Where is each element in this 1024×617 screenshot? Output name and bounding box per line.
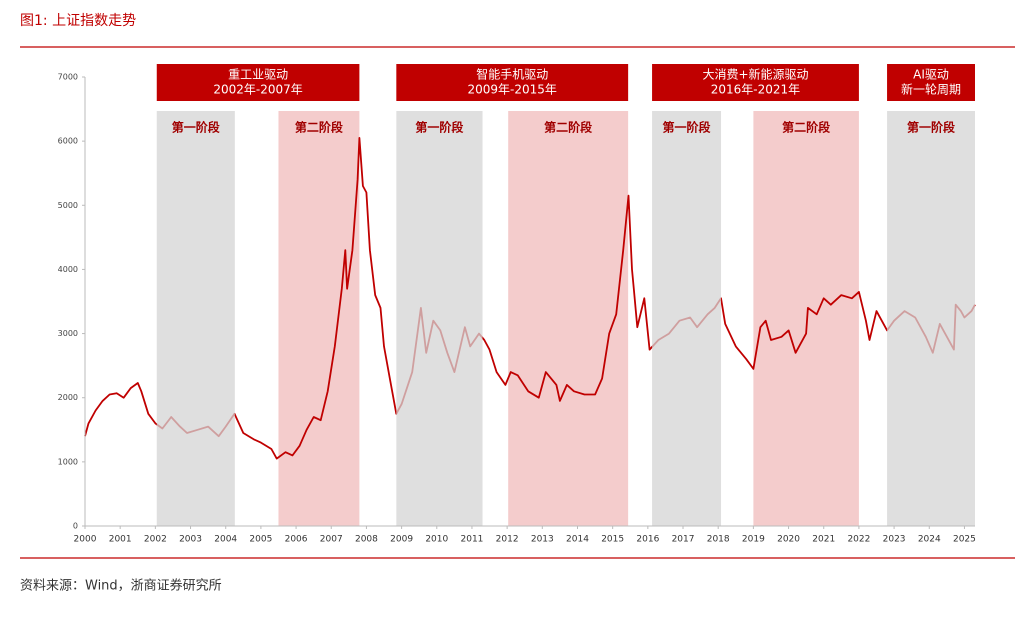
driver-label: 2016年-2021年 bbox=[711, 83, 800, 97]
x-tick-label: 2023 bbox=[883, 535, 906, 545]
x-tick-label: 2008 bbox=[355, 535, 378, 545]
phase-band bbox=[156, 111, 235, 526]
index-line bbox=[84, 137, 976, 460]
y-tick-label: 2000 bbox=[58, 393, 78, 402]
chart-title: 图1: 上证指数走势 bbox=[20, 13, 136, 29]
x-tick-label: 2007 bbox=[320, 535, 343, 545]
x-tick-label: 2016 bbox=[636, 535, 659, 545]
driver-label: 2009年-2015年 bbox=[468, 83, 557, 97]
y-tick-label: 0 bbox=[73, 522, 78, 531]
driver-label: 重工业驱动 bbox=[228, 68, 288, 82]
phase-band bbox=[508, 111, 629, 526]
phase-band bbox=[887, 111, 975, 526]
phase-label: 第一阶段 bbox=[415, 120, 464, 135]
source-note: 资料来源：Wind，浙商证券研究所 bbox=[20, 578, 222, 594]
x-tick-label: 2011 bbox=[461, 535, 484, 545]
phase-label: 第一阶段 bbox=[663, 120, 712, 135]
phase-band bbox=[396, 111, 483, 526]
driver-label: 大消费+新能源驱动 bbox=[702, 67, 808, 82]
x-tick-label: 2002 bbox=[144, 535, 167, 545]
x-tick-label: 2012 bbox=[496, 535, 519, 545]
driver-box bbox=[652, 64, 859, 101]
x-tick-label: 2005 bbox=[249, 535, 272, 545]
driver-box bbox=[396, 64, 629, 101]
phase-band bbox=[278, 111, 360, 526]
driver-box bbox=[887, 64, 975, 101]
x-tick-label: 2024 bbox=[918, 535, 941, 545]
y-tick-label: 7000 bbox=[58, 73, 78, 82]
y-tick-label: 3000 bbox=[58, 329, 78, 338]
phase-label: 第二阶段 bbox=[544, 120, 593, 135]
phase-label: 第二阶段 bbox=[295, 120, 344, 135]
x-tick-label: 2017 bbox=[672, 535, 695, 545]
y-tick-label: 6000 bbox=[58, 137, 78, 146]
x-tick-label: 2022 bbox=[847, 535, 870, 545]
y-tick-label: 5000 bbox=[58, 201, 78, 210]
x-tick-label: 2020 bbox=[777, 535, 800, 545]
driver-box bbox=[156, 64, 360, 101]
x-tick-label: 2019 bbox=[742, 535, 765, 545]
x-tick-label: 2010 bbox=[425, 535, 448, 545]
x-tick-label: 2013 bbox=[531, 535, 554, 545]
x-tick-label: 2015 bbox=[601, 535, 624, 545]
y-tick-label: 4000 bbox=[58, 265, 78, 274]
x-tick-label: 2004 bbox=[214, 535, 237, 545]
x-tick-label: 2006 bbox=[285, 535, 308, 545]
x-tick-label: 2003 bbox=[179, 535, 202, 545]
driver-label: 新一轮周期 bbox=[901, 82, 961, 97]
x-tick-label: 2018 bbox=[707, 535, 730, 545]
x-tick-label: 2021 bbox=[812, 535, 835, 545]
phase-band bbox=[652, 111, 722, 526]
phase-label: 第一阶段 bbox=[172, 120, 221, 135]
y-tick-label: 1000 bbox=[58, 457, 78, 466]
driver-label: 2002年-2007年 bbox=[213, 83, 302, 97]
x-tick-label: 2000 bbox=[74, 535, 97, 545]
x-tick-label: 2025 bbox=[953, 535, 976, 545]
x-tick-label: 2009 bbox=[390, 535, 413, 545]
x-tick-label: 2014 bbox=[566, 535, 589, 545]
driver-label: AI驱动 bbox=[913, 68, 949, 82]
x-tick-label: 2001 bbox=[109, 535, 132, 545]
driver-label: 智能手机驱动 bbox=[476, 67, 548, 82]
phase-label: 第二阶段 bbox=[782, 120, 831, 135]
phase-band bbox=[753, 111, 859, 526]
phase-label: 第一阶段 bbox=[907, 120, 956, 135]
